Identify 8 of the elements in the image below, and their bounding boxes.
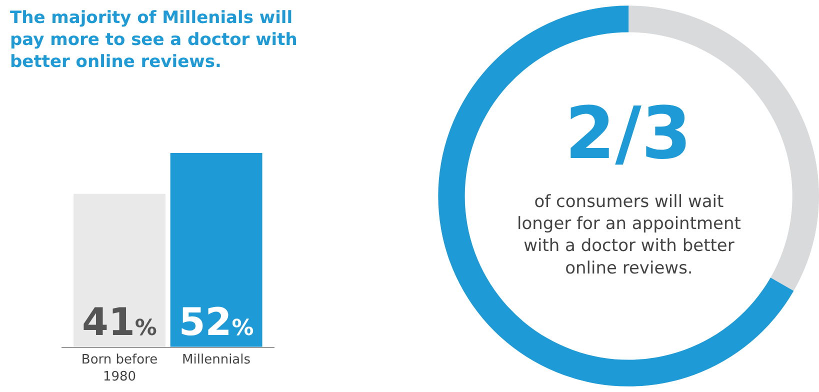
chart-title: The majority of Millenials will pay more to see a doctor with better online reviews. — [10, 8, 298, 72]
text: 2/3 — [565, 91, 692, 175]
text: of consumers will wait longer for an appointment with a doctor with better online reviews. — [517, 192, 742, 278]
donut-slice — [438, 6, 794, 386]
x-tick-label: Millennials — [182, 352, 251, 368]
data-label: 41% — [82, 300, 157, 344]
x-tick-label: Born before 1980 — [81, 352, 158, 384]
data-label: 52% — [178, 300, 254, 344]
